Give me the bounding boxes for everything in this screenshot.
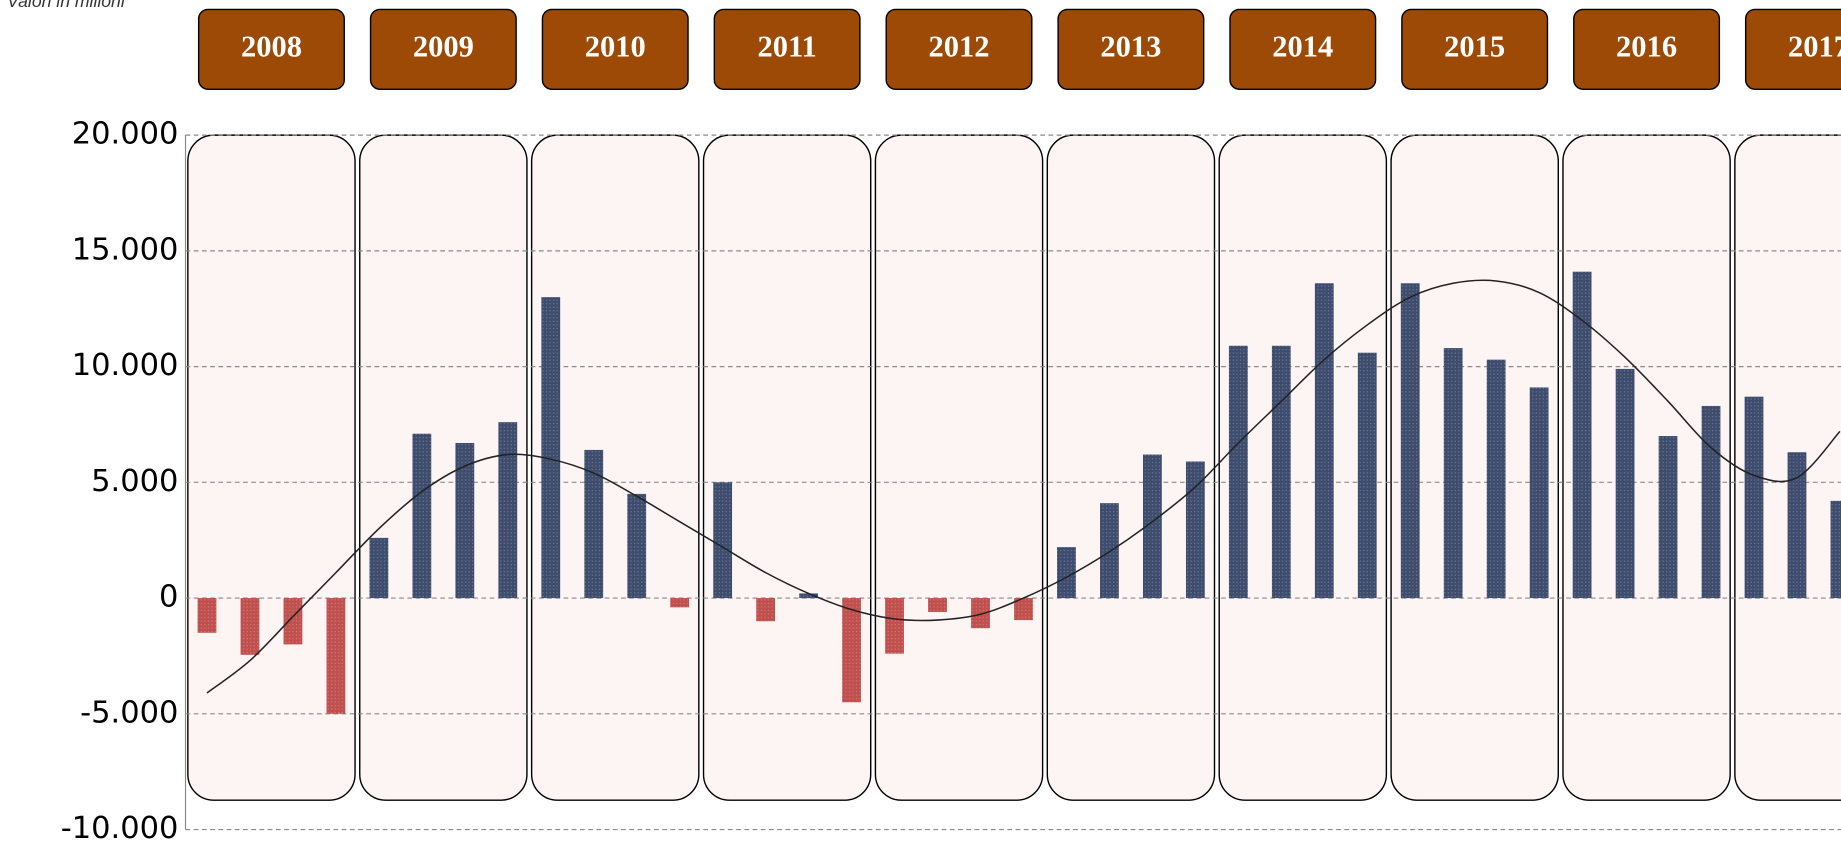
bar-texture — [1701, 405, 1721, 599]
subtitle: Valori in milioni — [7, 0, 126, 11]
year-header — [197, 8, 345, 91]
y-tick-label: -5.000 — [80, 695, 178, 730]
bar-texture — [713, 482, 733, 599]
year-panel — [1562, 134, 1731, 801]
bar-texture — [670, 598, 690, 608]
bar-texture — [1443, 348, 1463, 599]
bar-texture — [1744, 396, 1764, 599]
year-panel — [1218, 134, 1388, 801]
year-label: 2011 — [757, 29, 816, 63]
bar-texture — [799, 593, 819, 599]
bar-texture — [1057, 547, 1076, 599]
bar-texture — [412, 433, 432, 599]
year-label: 2017 — [1788, 29, 1841, 63]
bar-texture — [1357, 352, 1377, 599]
bar-texture — [971, 598, 990, 629]
bar-texture — [885, 598, 904, 654]
bar-texture — [1271, 345, 1291, 599]
year-header — [1744, 8, 1841, 91]
y-tick-label: 5.000 — [91, 464, 178, 499]
year-panel — [1390, 134, 1559, 801]
bar-texture — [1529, 387, 1549, 599]
bar-texture — [1615, 368, 1635, 599]
bar-texture — [197, 598, 217, 633]
bar-texture — [1100, 503, 1119, 599]
year-label: 2013 — [1100, 29, 1161, 63]
bar-texture — [1014, 598, 1033, 621]
bar-texture — [928, 598, 947, 612]
y-tick-label: 15.000 — [72, 232, 179, 267]
year-header — [541, 8, 689, 91]
bar-texture — [283, 598, 303, 645]
bar-texture — [756, 598, 776, 622]
year-header — [1573, 8, 1721, 91]
bar-texture — [326, 598, 346, 714]
y-tick-label: 10.000 — [72, 348, 179, 383]
bar-texture — [1400, 283, 1420, 599]
bar-texture — [1787, 452, 1807, 599]
year-label: 2009 — [413, 29, 474, 63]
bar-texture — [369, 537, 389, 599]
y-tick-label: 20.000 — [72, 117, 179, 152]
year-header — [713, 8, 861, 91]
bar-texture — [1228, 345, 1248, 599]
year-header — [1401, 8, 1549, 91]
bar-texture — [1572, 271, 1592, 599]
bar-texture — [1185, 461, 1205, 599]
y-tick-label: -10.000 — [61, 811, 179, 846]
bar-texture — [455, 442, 475, 599]
year-header — [885, 8, 1033, 91]
bar-texture — [1142, 454, 1162, 599]
bar-texture — [1830, 500, 1841, 599]
year-header — [369, 8, 517, 91]
year-panel — [874, 134, 1044, 801]
year-label: 2014 — [1272, 29, 1333, 63]
year-label: 2012 — [929, 29, 990, 63]
bar-texture — [498, 422, 518, 599]
trend-line — [206, 279, 1841, 694]
y-tick-label: 0 — [159, 580, 178, 615]
bar-texture — [541, 297, 561, 599]
bar-texture — [627, 493, 647, 599]
year-label: 2008 — [241, 29, 302, 63]
bar-texture — [584, 449, 604, 599]
bar-texture — [240, 598, 260, 655]
year-header — [1229, 8, 1377, 91]
bar-texture — [842, 598, 861, 703]
bar-texture — [1658, 436, 1678, 599]
bar-texture — [1314, 283, 1334, 599]
year-label: 2010 — [585, 29, 646, 63]
year-label: 2016 — [1616, 29, 1677, 63]
year-label: 2015 — [1444, 29, 1505, 63]
bar-texture — [1486, 359, 1506, 599]
year-header — [1057, 8, 1205, 91]
